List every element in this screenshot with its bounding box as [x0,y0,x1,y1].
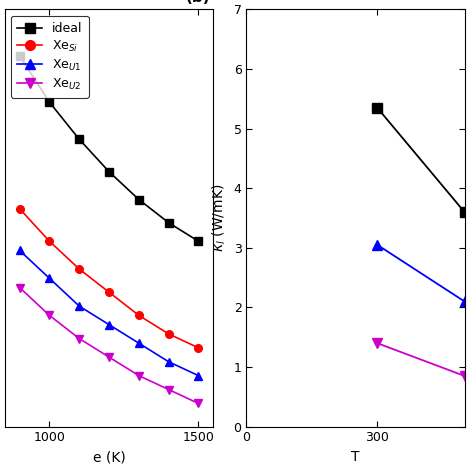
X-axis label: e (K): e (K) [92,450,126,464]
Legend: ideal, Xe$_{Si}$, Xe$_{U1}$, Xe$_{U2}$: ideal, Xe$_{Si}$, Xe$_{U1}$, Xe$_{U2}$ [11,16,89,98]
X-axis label: T: T [351,450,360,464]
Text: (b): (b) [185,0,210,5]
Y-axis label: $\kappa_l$ (W/mK): $\kappa_l$ (W/mK) [210,184,228,252]
